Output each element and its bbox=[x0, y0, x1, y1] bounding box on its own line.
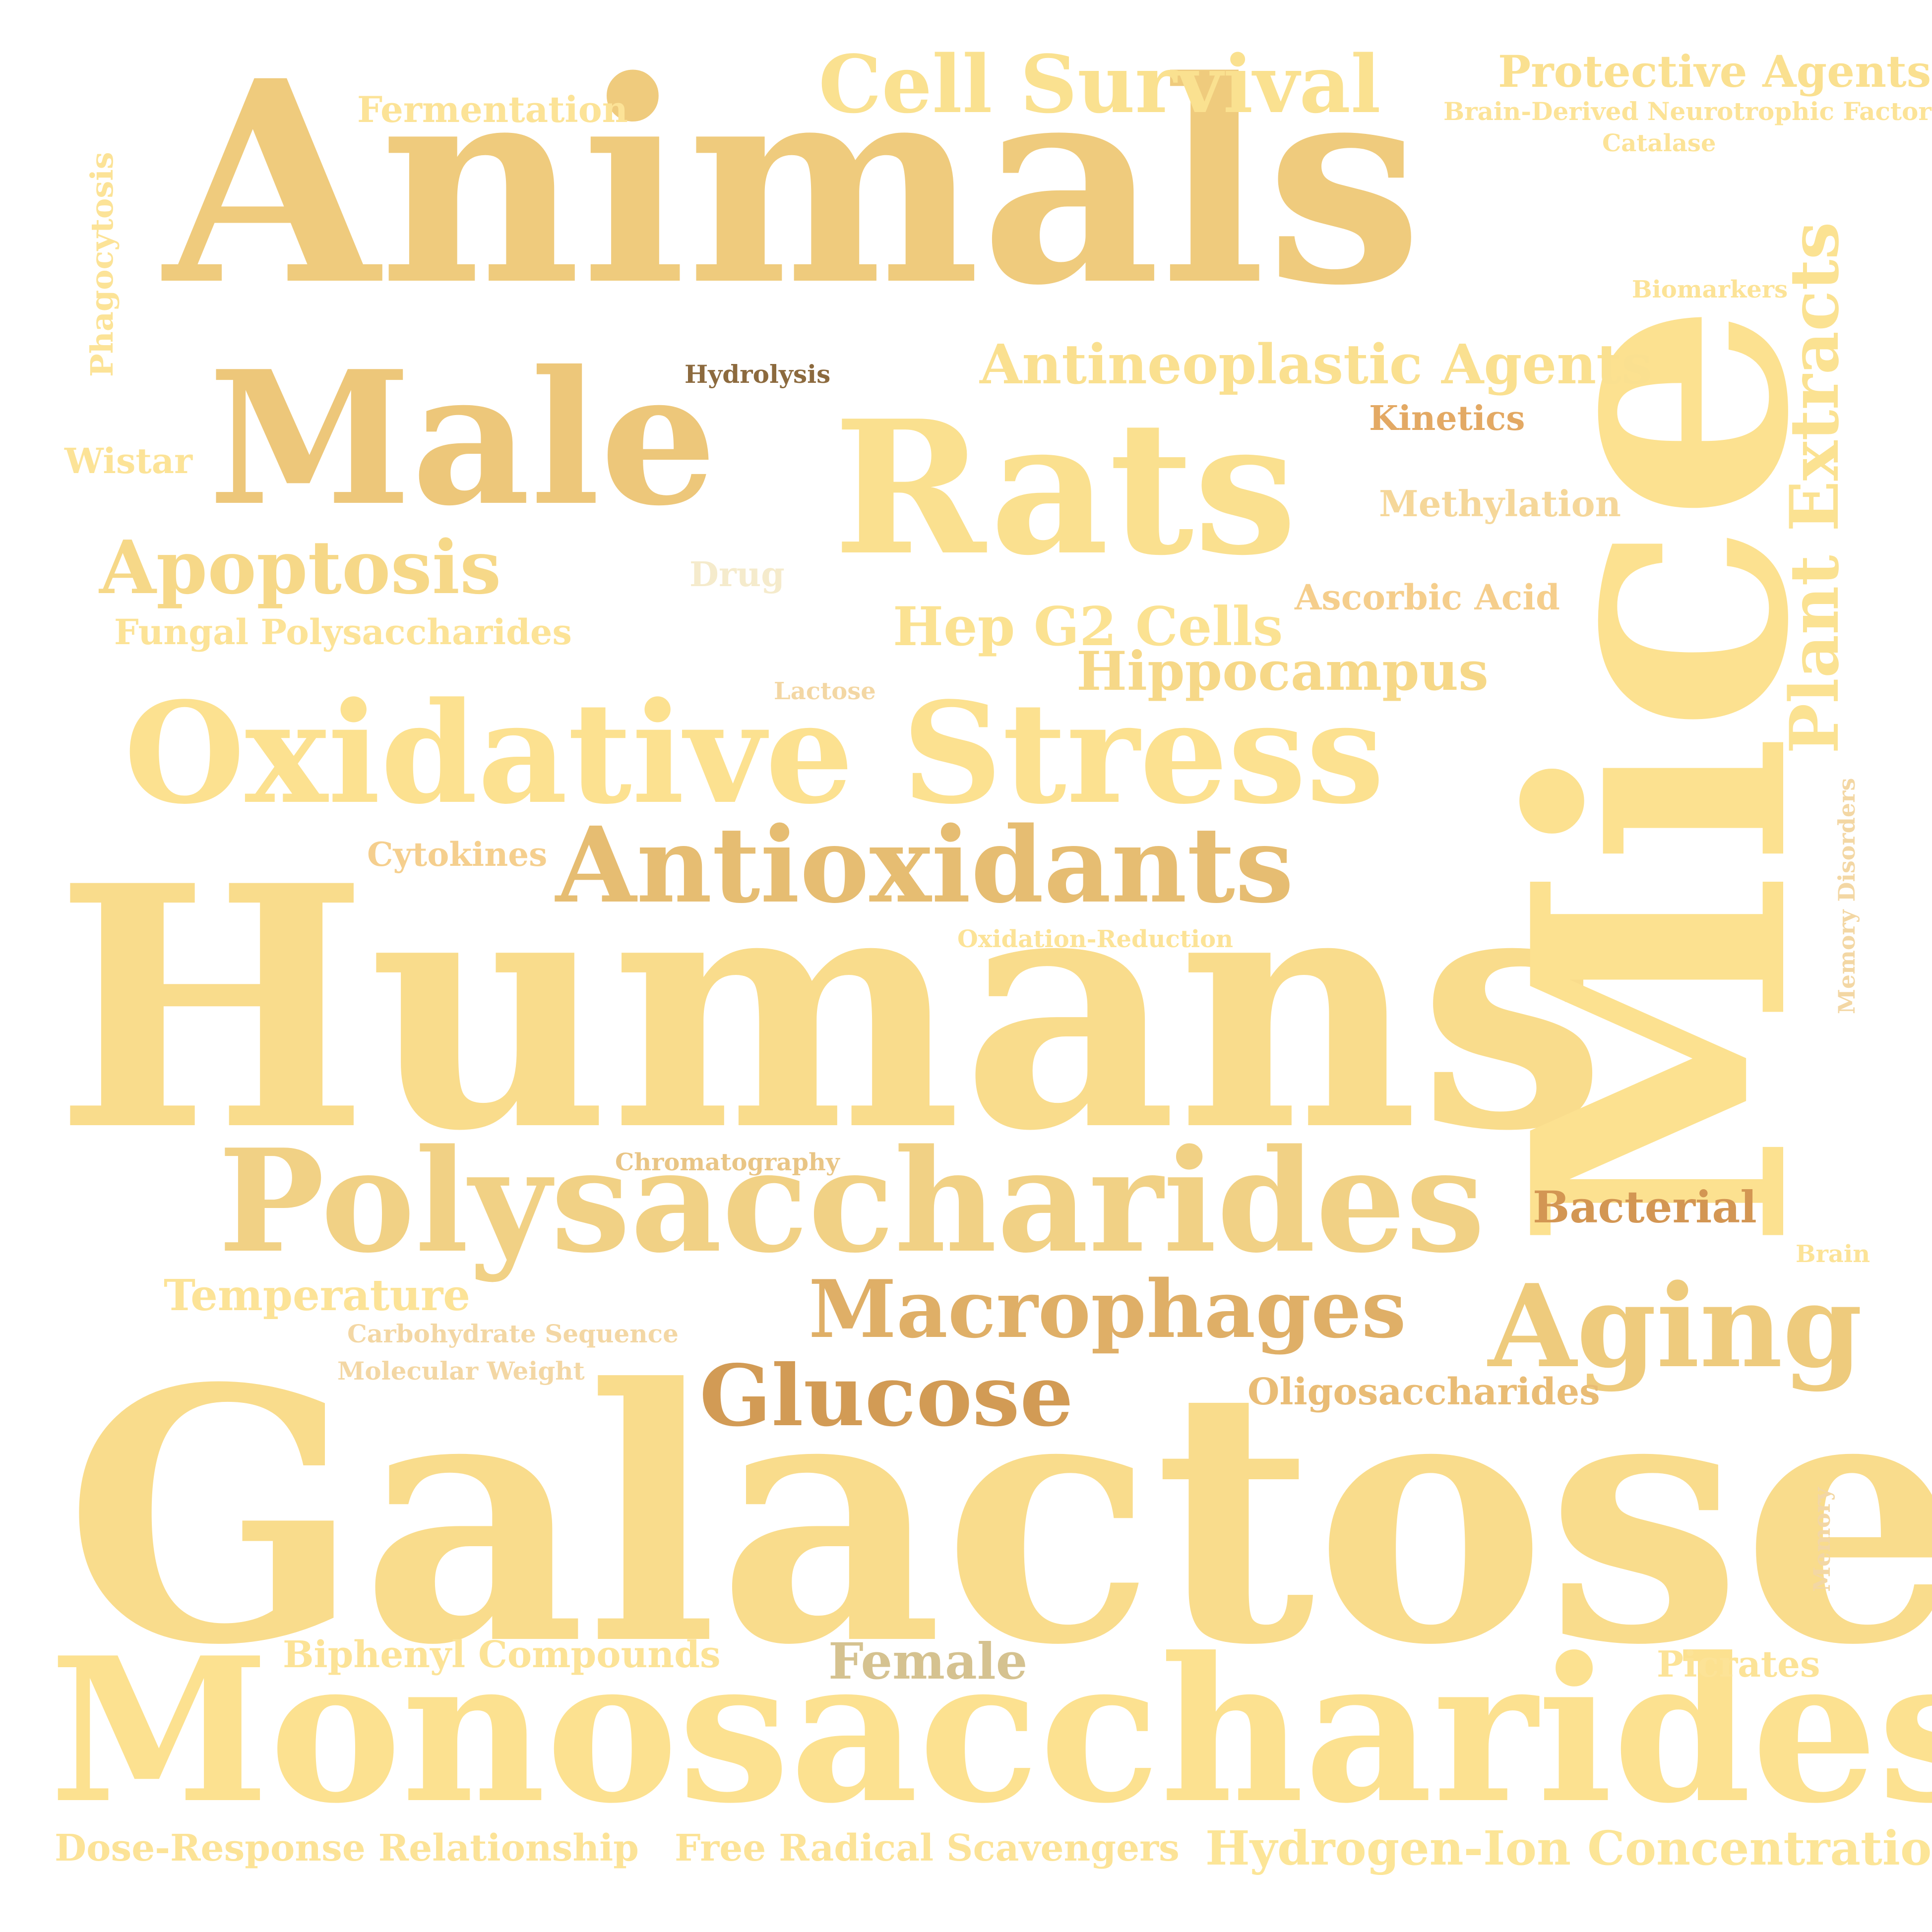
word-lactose: Lactose bbox=[774, 677, 876, 705]
word-molecular-weight: Molecular Weight bbox=[337, 1356, 585, 1386]
word-aging: Aging bbox=[1488, 1260, 1863, 1393]
word-antioxidants: Antioxidants bbox=[556, 804, 1294, 926]
word-female: Female bbox=[828, 1632, 1028, 1690]
word-oligosaccharides: Oligosaccharides bbox=[1247, 1371, 1600, 1413]
word-cell-survival: Cell Survival bbox=[818, 38, 1381, 131]
word-macrophages: Macrophages bbox=[809, 1263, 1406, 1356]
word-humans: Humans bbox=[55, 814, 1606, 1204]
word-hydrolysis: Hydrolysis bbox=[685, 360, 831, 389]
word-wistar: Wistar bbox=[64, 440, 192, 482]
word-temperature: Temperature bbox=[164, 1270, 470, 1321]
word-animals: Animals bbox=[164, 20, 1423, 347]
word-bacterial: Bacterial bbox=[1533, 1181, 1757, 1233]
word-glucose: Glucose bbox=[699, 1346, 1074, 1446]
word-fungal-polysaccharides: Fungal Polysaccharides bbox=[114, 611, 572, 653]
word-male: Male bbox=[208, 331, 717, 546]
word-brain: Brain bbox=[1796, 1240, 1870, 1268]
word-hydrogen-ion-concentration: Hydrogen-Ion Concentration bbox=[1205, 1821, 1932, 1876]
word-oxidation-reduction: Oxidation-Reduction bbox=[957, 925, 1234, 953]
word-memory: Memory bbox=[1808, 1487, 1835, 1592]
word-hep-g2-cells: Hep G2 Cells bbox=[893, 596, 1283, 658]
word-protective-agents: Protective Agents bbox=[1498, 46, 1932, 97]
word-plant-extracts: Plant Extracts bbox=[1775, 222, 1854, 754]
word-apoptosis: Apoptosis bbox=[99, 524, 501, 610]
word-memory-disorders: Memory Disorders bbox=[1833, 778, 1860, 1014]
word-fermentation: Fermentation bbox=[357, 88, 628, 130]
word-picrates: Picrates bbox=[1657, 1643, 1820, 1685]
word-drug: Drug bbox=[689, 555, 785, 595]
word-monosaccharides: Monosaccharides bbox=[50, 1614, 1932, 1847]
word-methylation: Methylation bbox=[1379, 483, 1621, 525]
word-biomarkers: Biomarkers bbox=[1632, 276, 1788, 303]
word-oxidative-stress: Oxidative Stress bbox=[124, 672, 1384, 835]
word-free-radical-scavengers: Free Radical Scavengers bbox=[675, 1827, 1180, 1870]
word-ascorbic-acid: Ascorbic Acid bbox=[1295, 577, 1560, 618]
word-polysaccharides: Polysaccharides bbox=[218, 1118, 1486, 1284]
word-biphenyl-compounds: Biphenyl Compounds bbox=[283, 1633, 721, 1676]
word-cytokines: Cytokines bbox=[367, 835, 548, 874]
word-chromatography: Chromatography bbox=[615, 1148, 840, 1176]
word-carbohydrate-sequence: Carbohydrate Sequence bbox=[347, 1319, 679, 1348]
word-antineoplastic-agents: Antineoplastic Agents bbox=[980, 332, 1652, 396]
word-catalase: Catalase bbox=[1602, 129, 1716, 157]
word-dose-response-relationship: Dose-Response Relationship bbox=[55, 1827, 639, 1870]
word-rats: Rats bbox=[833, 381, 1297, 596]
word-kinetics: Kinetics bbox=[1369, 399, 1525, 438]
word-phagocytosis: Phagocytosis bbox=[84, 152, 120, 377]
word-galactose: Galactose bbox=[64, 1314, 1932, 1721]
word-brain-derived-neurotrophic-factor: Brain-Derived Neurotrophic Factor bbox=[1443, 97, 1932, 126]
word-hippocampus: Hippocampus bbox=[1076, 640, 1489, 703]
